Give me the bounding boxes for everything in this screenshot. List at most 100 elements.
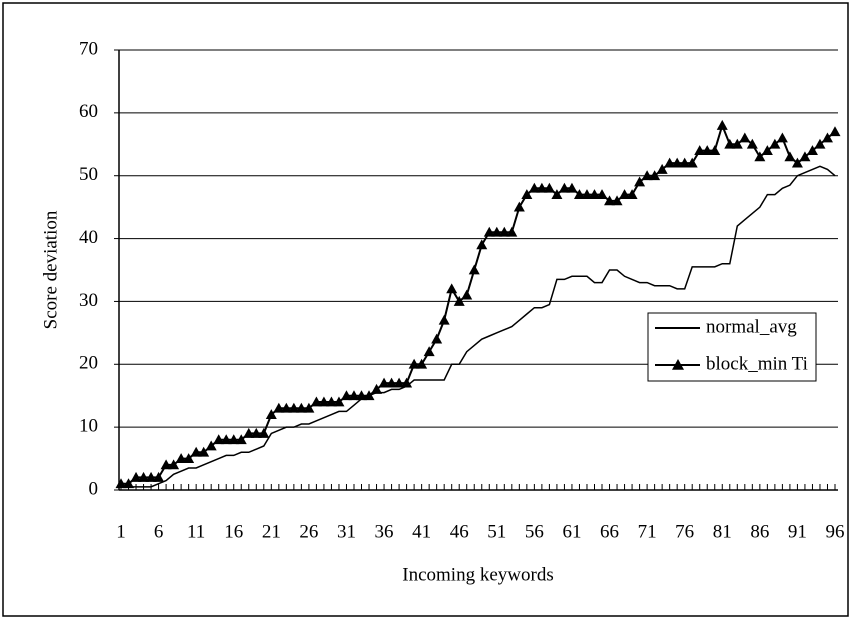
series-marker	[145, 471, 157, 482]
series-marker	[423, 346, 435, 357]
series-marker	[543, 182, 555, 193]
legend-label: block_min Ti	[706, 353, 808, 374]
series-marker	[656, 163, 668, 174]
series-marker	[250, 427, 262, 438]
series-marker	[198, 446, 210, 457]
series-marker	[679, 157, 691, 168]
series-marker	[228, 434, 240, 445]
series-marker	[513, 201, 525, 212]
series-marker	[754, 151, 766, 162]
series-marker	[604, 195, 616, 206]
series-marker	[694, 145, 706, 155]
series-marker	[378, 377, 390, 388]
y-axis-label: Score deviation	[40, 210, 61, 329]
series-marker	[769, 138, 781, 149]
series-marker	[280, 402, 292, 413]
y-tick-label: 40	[79, 227, 98, 248]
series-marker	[213, 434, 225, 445]
series-marker	[371, 383, 383, 394]
y-tick-label: 60	[79, 101, 98, 122]
series-marker	[746, 138, 758, 149]
x-tick-label: 41	[412, 521, 431, 542]
series-marker	[491, 226, 503, 237]
legend-marker	[672, 359, 684, 370]
series-marker	[739, 132, 751, 143]
x-tick-label: 66	[600, 521, 619, 542]
series-marker	[393, 377, 405, 388]
x-tick-label: 76	[675, 521, 694, 542]
series-marker	[528, 182, 540, 193]
x-tick-label: 36	[375, 521, 394, 542]
series-marker	[581, 189, 593, 199]
series-marker	[265, 409, 277, 419]
series-marker	[401, 377, 413, 388]
series-marker	[363, 390, 375, 401]
y-tick-label: 0	[89, 478, 99, 499]
y-tick-label: 70	[79, 38, 98, 59]
series-marker	[641, 170, 653, 181]
series-marker	[806, 145, 818, 155]
x-tick-label: 6	[154, 521, 164, 542]
series-marker	[153, 471, 165, 482]
series-marker	[498, 226, 510, 237]
series-marker	[115, 478, 127, 489]
series-marker	[348, 390, 360, 401]
series-marker	[356, 390, 368, 401]
y-tick-label: 20	[79, 353, 98, 374]
x-tick-label: 11	[187, 521, 205, 542]
series-marker	[664, 157, 676, 168]
series-marker	[551, 189, 563, 199]
x-tick-label: 71	[638, 521, 657, 542]
series-marker	[671, 157, 683, 168]
series-marker	[273, 402, 285, 413]
series-marker	[724, 138, 736, 149]
series-marker	[619, 189, 631, 199]
series-marker	[596, 189, 608, 199]
series-marker	[731, 138, 743, 149]
series-marker	[303, 402, 315, 413]
series-marker	[776, 132, 788, 143]
y-tick-label: 10	[79, 416, 98, 437]
series-marker	[123, 478, 135, 489]
x-tick-label: 96	[826, 521, 845, 542]
series-marker	[190, 446, 202, 457]
y-tick-label: 30	[79, 290, 98, 311]
series-marker	[506, 226, 518, 237]
series-marker	[160, 459, 172, 470]
series-marker	[626, 189, 638, 199]
series-marker	[483, 226, 495, 237]
series-marker	[183, 453, 195, 463]
series-marker	[476, 239, 488, 250]
series-marker	[386, 377, 398, 388]
x-tick-label: 46	[450, 521, 469, 542]
x-tick-label: 86	[750, 521, 769, 542]
series-marker	[325, 396, 337, 407]
series-marker	[258, 427, 270, 438]
series-marker	[791, 157, 803, 168]
x-tick-label: 31	[337, 521, 356, 542]
series-marker	[566, 182, 578, 193]
series-marker	[814, 138, 826, 149]
x-tick-label: 26	[299, 521, 318, 542]
series-marker	[333, 396, 345, 407]
series-marker	[295, 402, 307, 413]
series-marker	[634, 176, 646, 187]
legend-label: normal_avg	[706, 316, 797, 337]
series-marker	[686, 157, 698, 168]
series-marker	[536, 182, 548, 193]
series-marker	[784, 151, 796, 162]
series-marker	[288, 402, 300, 413]
series-marker	[573, 189, 585, 199]
series-line	[121, 122, 836, 485]
series-marker	[521, 189, 533, 199]
series-marker	[340, 390, 352, 401]
series-marker	[709, 145, 721, 155]
series-marker	[461, 289, 473, 300]
series-marker	[431, 333, 443, 344]
series-marker	[558, 182, 570, 193]
series-line	[121, 165, 836, 488]
x-tick-label: 81	[713, 521, 732, 542]
series-marker	[243, 427, 255, 438]
